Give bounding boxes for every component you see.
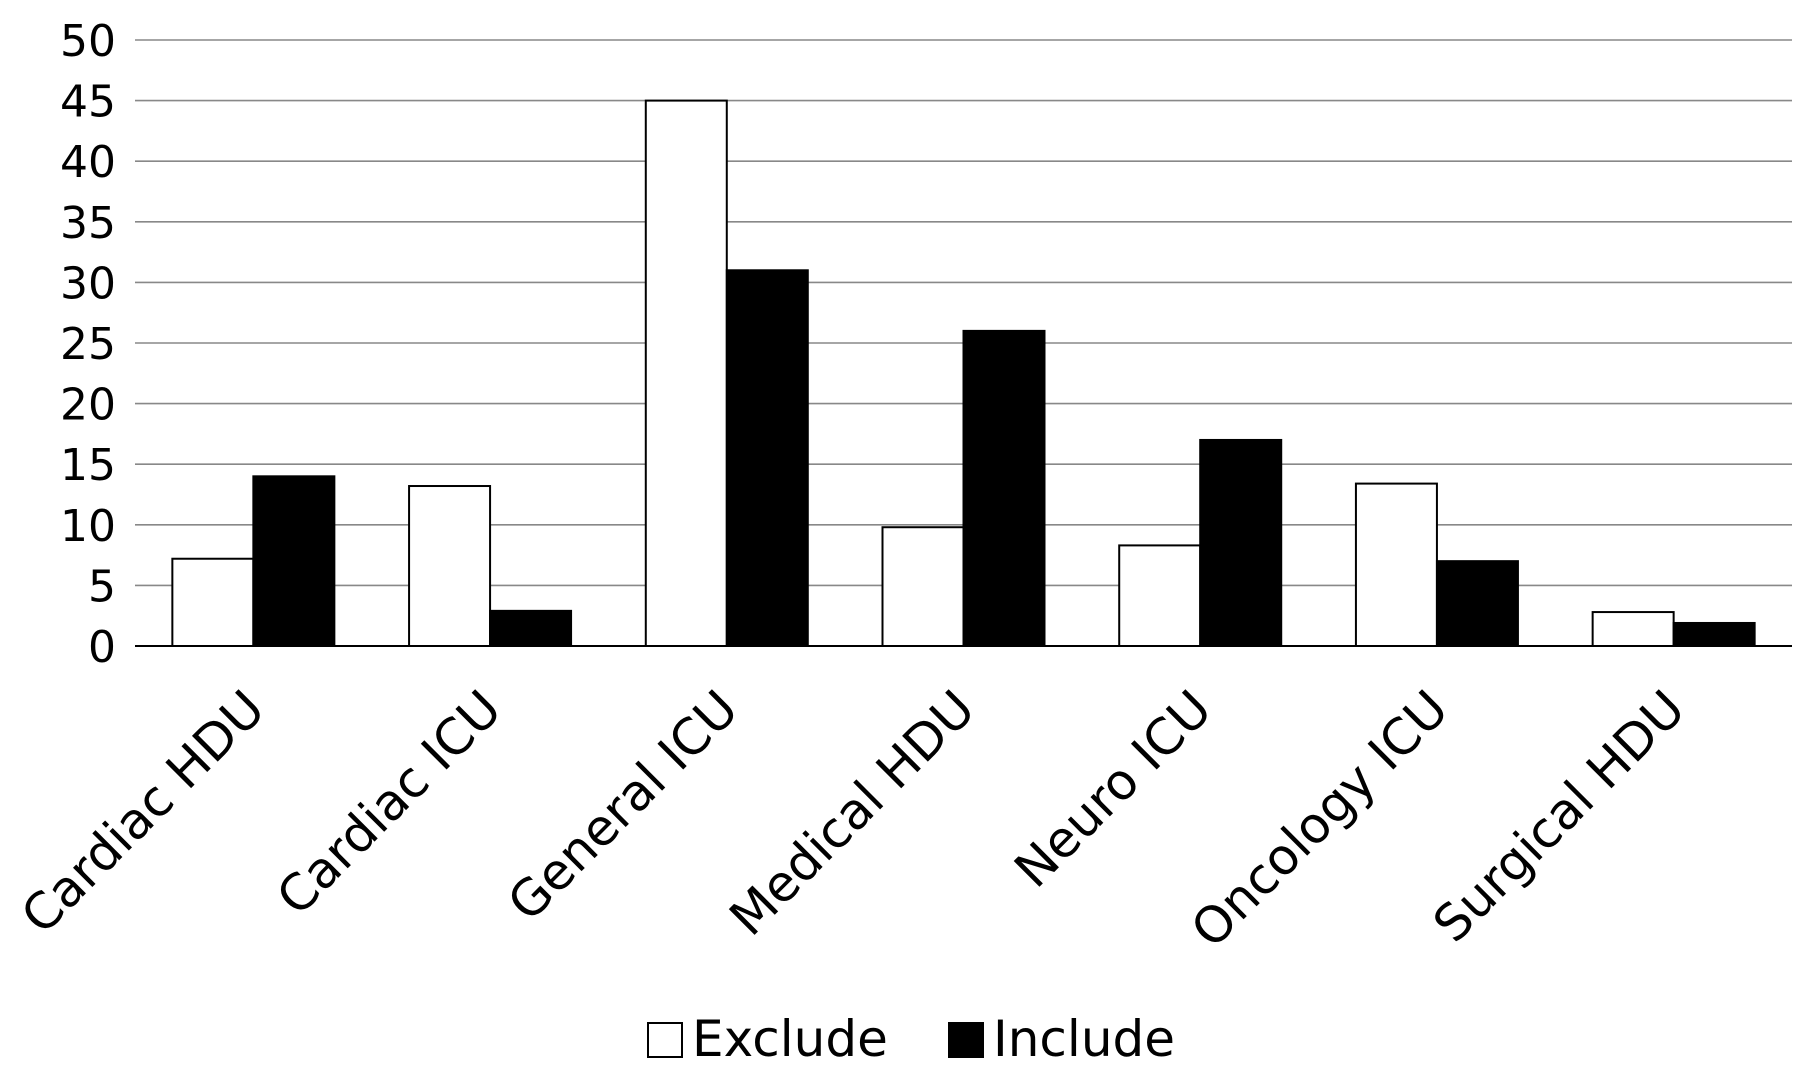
y-tick-label: 30 [60,258,116,309]
bar-include-medical-hdu [962,329,1046,647]
y-tick-label: 5 [88,561,116,612]
y-tick-label: 35 [60,198,116,249]
x-tick-label: Surgical HDU [1422,679,1696,953]
x-tick-label: Cardiac HDU [10,679,276,945]
y-tick-label: 10 [60,501,116,552]
bar-include-general-icu [725,269,809,647]
x-tick-label: Medical HDU [719,679,986,946]
y-tick-label: 50 [60,16,116,67]
bar-exclude-medical-hdu [881,526,965,647]
y-tick-label: 20 [60,380,116,431]
legend-label-include: Include [993,1010,1175,1068]
bar-include-cardiac-hdu [252,475,336,647]
y-tick-label: 15 [60,440,116,491]
bar-exclude-cardiac-icu [408,485,492,647]
y-tick-label: 25 [60,319,116,370]
bar-include-surgical-hdu [1672,621,1756,647]
x-tick-label: General ICU [497,679,750,932]
legend: Exclude Include [647,1010,1175,1068]
y-tick-label: 40 [60,137,116,188]
bar-exclude-neuro-icu [1118,544,1202,647]
bar-include-neuro-icu [1199,438,1283,647]
bar-exclude-oncology-icu [1354,482,1438,648]
bar-include-oncology-icu [1435,560,1519,647]
y-tick-label: 0 [88,622,116,673]
y-tick-label: 45 [60,77,116,128]
legend-swatch-include [948,1022,984,1058]
bar-exclude-general-icu [644,99,728,648]
x-tick-label: Oncology ICU [1180,679,1459,958]
legend-swatch-exclude [647,1022,683,1058]
x-tick-label: Neuro ICU [1003,679,1222,898]
x-tick-label: Cardiac ICU [266,679,513,926]
legend-label-exclude: Exclude [692,1010,888,1068]
y-axis-tick-labels: 0 5 10 15 20 25 30 35 40 45 50 [60,16,116,673]
bar-exclude-cardiac-hdu [171,557,255,648]
bar-exclude-surgical-hdu [1591,611,1675,648]
bars [171,99,1756,648]
bar-include-cardiac-icu [489,609,573,647]
